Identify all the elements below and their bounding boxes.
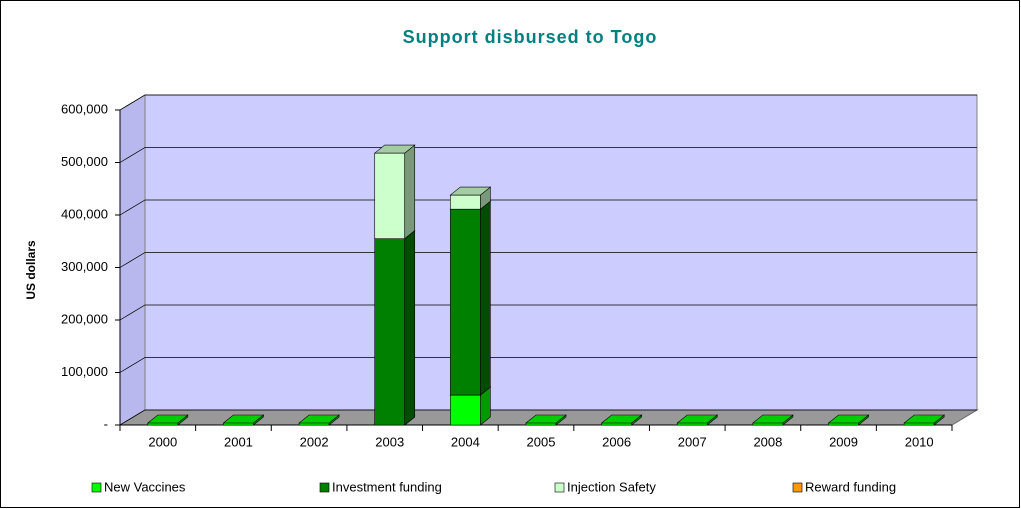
bar <box>525 414 567 426</box>
bar-front <box>374 238 406 426</box>
x-tick-label: 2007 <box>678 434 707 449</box>
x-tick-label: 2009 <box>829 434 858 449</box>
bar <box>827 414 870 426</box>
bar <box>222 414 265 426</box>
bar-top <box>600 414 643 424</box>
bar-top <box>146 414 189 424</box>
x-tick-label: 2008 <box>753 434 782 449</box>
legend-swatch <box>319 482 330 493</box>
bar-side <box>404 230 416 426</box>
bar <box>298 414 340 426</box>
bar-top <box>298 414 340 424</box>
grid-line <box>119 199 977 216</box>
bar <box>676 414 719 426</box>
legend-label: Injection Safety <box>567 479 656 494</box>
bar-front <box>450 394 481 426</box>
y-tick-label: 400,000 <box>61 206 108 221</box>
x-tick-label: 2001 <box>224 434 253 449</box>
bar <box>373 230 416 426</box>
bar <box>600 414 643 426</box>
x-tick-label: 2004 <box>451 434 480 449</box>
bar-top <box>676 414 719 424</box>
y-tick-label: 300,000 <box>61 259 108 274</box>
legend-label: Investment funding <box>332 479 442 494</box>
bar-top <box>827 414 870 424</box>
bar <box>146 414 189 426</box>
y-tick-label: - <box>104 416 108 431</box>
bar-front <box>450 194 481 210</box>
bar-top <box>752 414 794 424</box>
legend-label: New Vaccines <box>104 479 186 494</box>
bar <box>752 414 794 426</box>
chart-title: Support disbursed to Togo <box>403 27 658 47</box>
grid-line <box>119 357 977 373</box>
bar <box>449 200 492 396</box>
bar <box>373 144 416 240</box>
bar-top <box>449 186 492 196</box>
bar-top <box>525 414 567 424</box>
grid-line <box>119 94 977 111</box>
bar-top <box>222 414 265 424</box>
x-tick-label: 2005 <box>527 434 556 449</box>
y-tick-label: 200,000 <box>61 311 108 326</box>
bar <box>903 414 946 426</box>
legend-label: Reward funding <box>805 479 896 494</box>
y-tick-label: 100,000 <box>61 364 108 379</box>
y-tick-label: 600,000 <box>61 101 108 116</box>
bar-side <box>404 144 416 240</box>
bar-top <box>903 414 946 424</box>
grid-line <box>119 147 977 163</box>
bar-front <box>374 152 406 239</box>
bar-side <box>480 200 491 396</box>
legend-swatch <box>91 482 102 493</box>
grid-line <box>119 252 977 268</box>
y-axis-label: US dollars <box>24 240 38 300</box>
grid-line <box>119 304 977 321</box>
bar-front <box>450 208 481 396</box>
legend-swatch <box>554 482 565 493</box>
grid-line <box>119 409 977 426</box>
x-tick-label: 2002 <box>300 434 329 449</box>
legend-swatch <box>792 482 803 493</box>
x-tick-label: 2003 <box>375 434 404 449</box>
x-tick-label: 2006 <box>602 434 631 449</box>
x-tick-label: 2000 <box>148 434 177 449</box>
x-tick-label: 2010 <box>905 434 934 449</box>
bar <box>449 186 492 210</box>
bar-top <box>373 144 416 154</box>
y-tick-label: 500,000 <box>61 154 108 169</box>
